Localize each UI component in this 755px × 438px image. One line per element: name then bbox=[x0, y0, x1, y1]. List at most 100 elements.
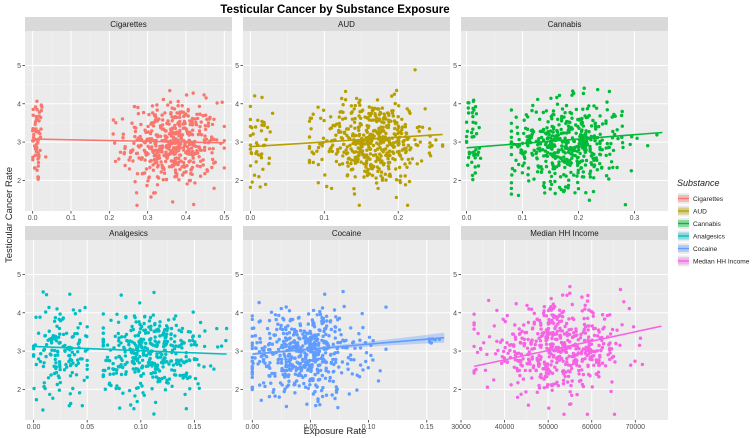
data-point bbox=[573, 191, 577, 195]
data-point bbox=[280, 327, 285, 332]
data-point bbox=[175, 174, 179, 179]
data-point bbox=[258, 336, 262, 341]
data-point bbox=[253, 334, 258, 338]
data-point bbox=[575, 344, 579, 349]
data-point bbox=[132, 314, 137, 318]
data-point bbox=[179, 142, 183, 146]
data-point bbox=[123, 350, 127, 354]
data-point bbox=[302, 334, 306, 339]
data-point bbox=[606, 353, 610, 357]
data-point bbox=[535, 317, 539, 321]
data-point bbox=[388, 153, 392, 158]
data-point bbox=[546, 326, 551, 331]
data-point bbox=[493, 352, 498, 356]
data-point bbox=[161, 167, 165, 171]
data-point bbox=[560, 147, 564, 152]
data-point bbox=[474, 132, 479, 136]
legend: SubstanceCigarettesAUDCannabisAnalgesics… bbox=[677, 178, 750, 267]
data-point bbox=[542, 360, 547, 364]
data-point bbox=[597, 343, 601, 348]
data-point bbox=[553, 134, 558, 138]
data-point bbox=[310, 318, 314, 322]
data-point bbox=[184, 355, 188, 359]
data-point bbox=[584, 129, 588, 133]
data-point bbox=[561, 378, 566, 382]
data-point bbox=[160, 376, 164, 381]
data-point bbox=[148, 315, 153, 320]
data-point bbox=[76, 326, 80, 330]
data-point bbox=[580, 357, 585, 362]
data-point bbox=[530, 376, 534, 380]
data-point bbox=[526, 173, 530, 177]
data-point bbox=[297, 384, 301, 388]
data-point bbox=[509, 129, 514, 133]
data-point bbox=[150, 129, 154, 133]
data-point bbox=[158, 320, 162, 324]
data-point bbox=[43, 333, 47, 338]
data-point bbox=[250, 317, 254, 322]
data-point bbox=[356, 125, 360, 130]
data-point bbox=[177, 361, 181, 365]
data-point bbox=[513, 323, 517, 327]
data-point bbox=[596, 87, 600, 92]
data-point bbox=[410, 157, 414, 161]
data-point bbox=[561, 359, 565, 363]
data-point bbox=[320, 144, 324, 148]
data-point bbox=[519, 352, 524, 356]
data-point bbox=[523, 126, 528, 130]
data-point bbox=[576, 187, 581, 191]
data-point bbox=[178, 167, 182, 172]
data-point bbox=[611, 129, 615, 134]
x-tick-label: 0.2 bbox=[574, 215, 584, 222]
data-point bbox=[148, 131, 153, 136]
data-point bbox=[68, 353, 72, 358]
data-point bbox=[365, 124, 369, 128]
data-point bbox=[114, 121, 118, 125]
data-point bbox=[580, 142, 585, 147]
data-point bbox=[505, 360, 509, 365]
data-point bbox=[352, 120, 357, 125]
data-point bbox=[309, 116, 314, 120]
data-point bbox=[140, 365, 145, 369]
data-point bbox=[564, 350, 569, 355]
data-point bbox=[538, 149, 542, 153]
data-point bbox=[136, 386, 140, 390]
data-point bbox=[142, 321, 146, 326]
data-point bbox=[31, 127, 36, 131]
data-point bbox=[101, 312, 106, 316]
data-point bbox=[324, 327, 328, 331]
data-point bbox=[487, 335, 492, 339]
data-point bbox=[396, 131, 400, 135]
data-point bbox=[124, 332, 129, 337]
data-point bbox=[314, 383, 318, 387]
data-point bbox=[52, 348, 57, 353]
data-point bbox=[608, 152, 612, 156]
data-point bbox=[377, 107, 381, 111]
data-point bbox=[76, 361, 81, 365]
data-point bbox=[590, 385, 594, 389]
y-tick-label: 3 bbox=[453, 349, 457, 356]
data-point bbox=[511, 332, 515, 336]
data-point bbox=[259, 398, 263, 402]
data-point bbox=[638, 336, 643, 340]
data-point bbox=[257, 300, 261, 305]
data-point bbox=[405, 203, 410, 207]
data-point bbox=[563, 111, 567, 115]
data-point bbox=[392, 119, 397, 123]
data-point bbox=[592, 176, 596, 180]
data-point bbox=[176, 99, 180, 104]
data-point bbox=[210, 165, 214, 170]
y-tick-label: 4 bbox=[235, 101, 239, 108]
data-point bbox=[288, 319, 292, 323]
data-point bbox=[163, 336, 168, 340]
data-point bbox=[553, 179, 557, 184]
data-point bbox=[554, 165, 559, 169]
data-point bbox=[542, 377, 546, 381]
data-point bbox=[547, 132, 551, 137]
data-point bbox=[368, 152, 373, 156]
data-point bbox=[250, 346, 254, 351]
data-point bbox=[120, 117, 125, 121]
data-point bbox=[546, 144, 550, 148]
data-point bbox=[128, 155, 132, 159]
data-point bbox=[536, 332, 540, 336]
